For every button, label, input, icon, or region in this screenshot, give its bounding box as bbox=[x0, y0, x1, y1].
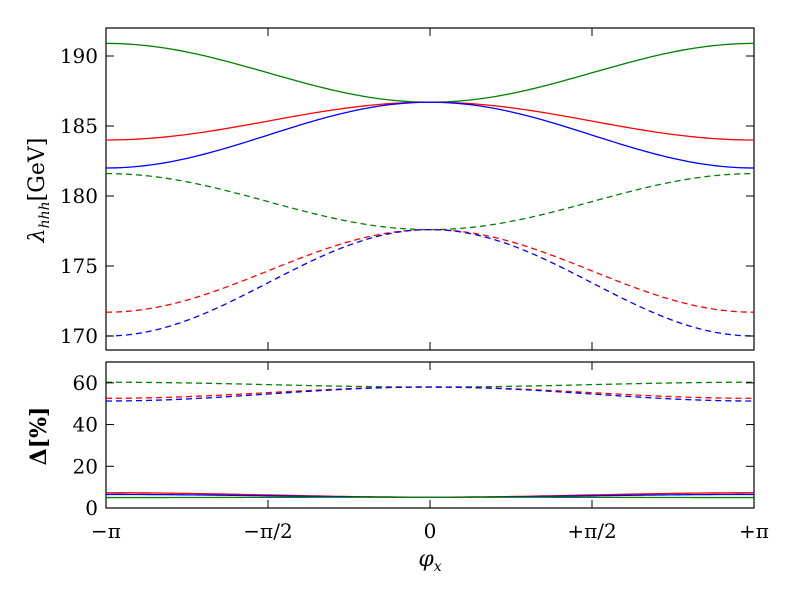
bottom-plot-frame bbox=[105, 361, 755, 509]
bottom-y-axis-label: Δ[%] bbox=[26, 407, 52, 466]
x-tick-label: 0 bbox=[424, 519, 437, 543]
top-y-tick-label: 190 bbox=[60, 44, 98, 68]
top-x-ticks bbox=[105, 28, 755, 350]
x-axis-label-sub: x bbox=[434, 559, 442, 575]
bottom-y-tick-label: 20 bbox=[73, 454, 98, 478]
x-tick-label: +π bbox=[739, 519, 769, 543]
bottom-x-ticks: −π −π/2 0 +π/2 +π bbox=[91, 362, 769, 543]
top-series-line-5 bbox=[105, 228, 755, 313]
top-y-tick-label: 170 bbox=[60, 324, 98, 348]
top-series-line-1 bbox=[105, 42, 755, 103]
top-y-axis-label-sub: hhh bbox=[37, 201, 53, 228]
bottom-series-line-2 bbox=[105, 386, 755, 399]
x-tick-label: −π/2 bbox=[243, 519, 292, 543]
top-series-line-4 bbox=[105, 172, 755, 231]
bottom-y-tick-label: 0 bbox=[85, 496, 98, 520]
top-y-tick-label: 175 bbox=[60, 254, 98, 278]
top-y-ticks: 170 175 180 185 190 bbox=[60, 44, 754, 348]
bottom-series-group bbox=[105, 381, 755, 499]
bottom-panel: 0 20 40 60 −π −π/2 0 +π/2 +π Δ[%] φx bbox=[26, 361, 769, 575]
x-axis-label: φx bbox=[418, 547, 441, 575]
bottom-y-ticks: 0 20 40 60 bbox=[73, 371, 754, 520]
x-axis-label-main: φ bbox=[418, 547, 434, 572]
top-y-tick-label: 180 bbox=[60, 184, 98, 208]
top-y-axis-label: λhhh[GeV] bbox=[25, 138, 53, 244]
top-panel: 170 175 180 185 190 λhhh[GeV] bbox=[25, 27, 755, 351]
top-y-tick-label: 185 bbox=[60, 114, 98, 138]
top-y-axis-label-unit: [GeV] bbox=[25, 138, 50, 202]
top-series-line-2 bbox=[105, 101, 755, 141]
top-y-axis-label-main: λ bbox=[25, 228, 50, 243]
top-plot-frame bbox=[105, 27, 755, 351]
top-series-line-6 bbox=[105, 228, 755, 337]
bottom-y-tick-label: 60 bbox=[73, 371, 98, 395]
top-series-line-3 bbox=[105, 101, 755, 169]
bottom-series-line-3 bbox=[105, 386, 755, 402]
x-tick-label: +π/2 bbox=[567, 519, 616, 543]
bottom-series-line-1 bbox=[106, 381, 754, 388]
x-tick-label: −π bbox=[91, 519, 121, 543]
bottom-y-tick-label: 40 bbox=[73, 413, 98, 437]
top-series-group bbox=[105, 42, 755, 337]
